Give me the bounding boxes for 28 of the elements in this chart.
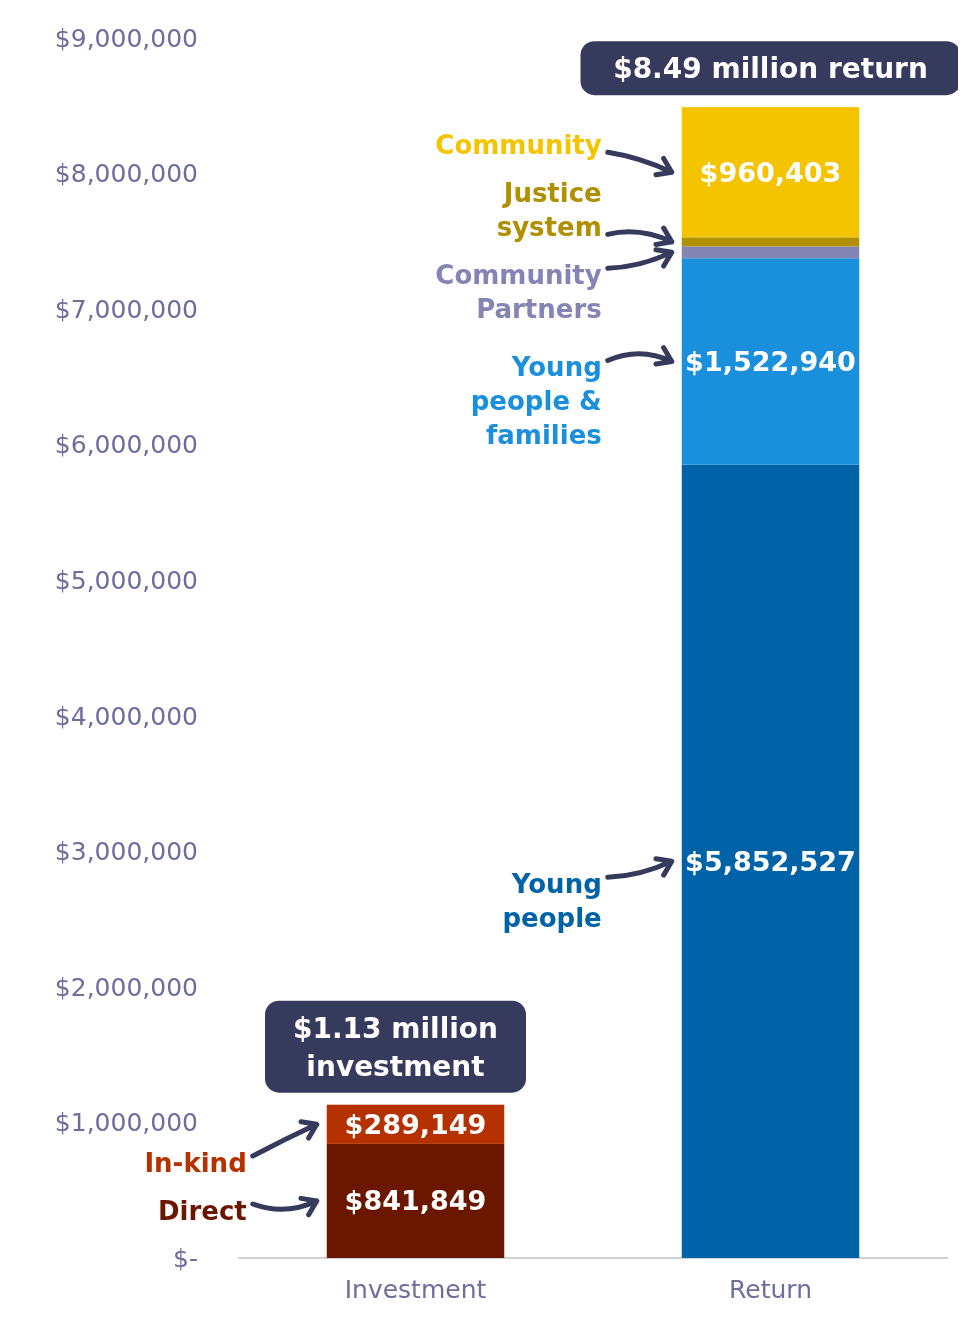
text: Justice system [496,177,602,242]
data-label: $960,403 [699,156,842,188]
annotation: $1.13 million investment [292,1011,499,1083]
callout-box: $1.13 million investment [265,1000,526,1093]
callout-box: $8.49 million return [580,41,958,96]
text: In-kind [144,1147,247,1178]
text: Community [435,129,602,160]
text: Direct [157,1195,247,1226]
data-label: $5,852,527 [685,845,856,877]
x-tick-label: Investment [344,1275,487,1304]
text: Young people & families [470,351,602,450]
y-tick-label: $3,000,000 [54,837,198,867]
text: Community Partners [435,259,602,324]
x-tick-label: Return [729,1275,812,1304]
y-tick-label: $5,000,000 [54,565,198,595]
y-tick-label: $7,000,000 [54,294,198,324]
y-tick-label: $6,000,000 [54,430,198,460]
data-label: $289,149 [344,1108,487,1140]
y-tick-label: $8,000,000 [54,159,198,189]
y-tick-label: $9,000,000 [54,23,198,53]
annotation: $8.49 million return [613,52,928,86]
data-label: $1,522,940 [685,345,856,377]
y-tick-label: $1,000,000 [54,1108,198,1138]
data-label: $841,849 [344,1185,487,1217]
text: Young people [502,868,602,933]
y-tick-label: $2,000,000 [54,972,198,1002]
y-tick-label: $4,000,000 [54,701,198,731]
y-tick-label: $- [173,1243,198,1273]
